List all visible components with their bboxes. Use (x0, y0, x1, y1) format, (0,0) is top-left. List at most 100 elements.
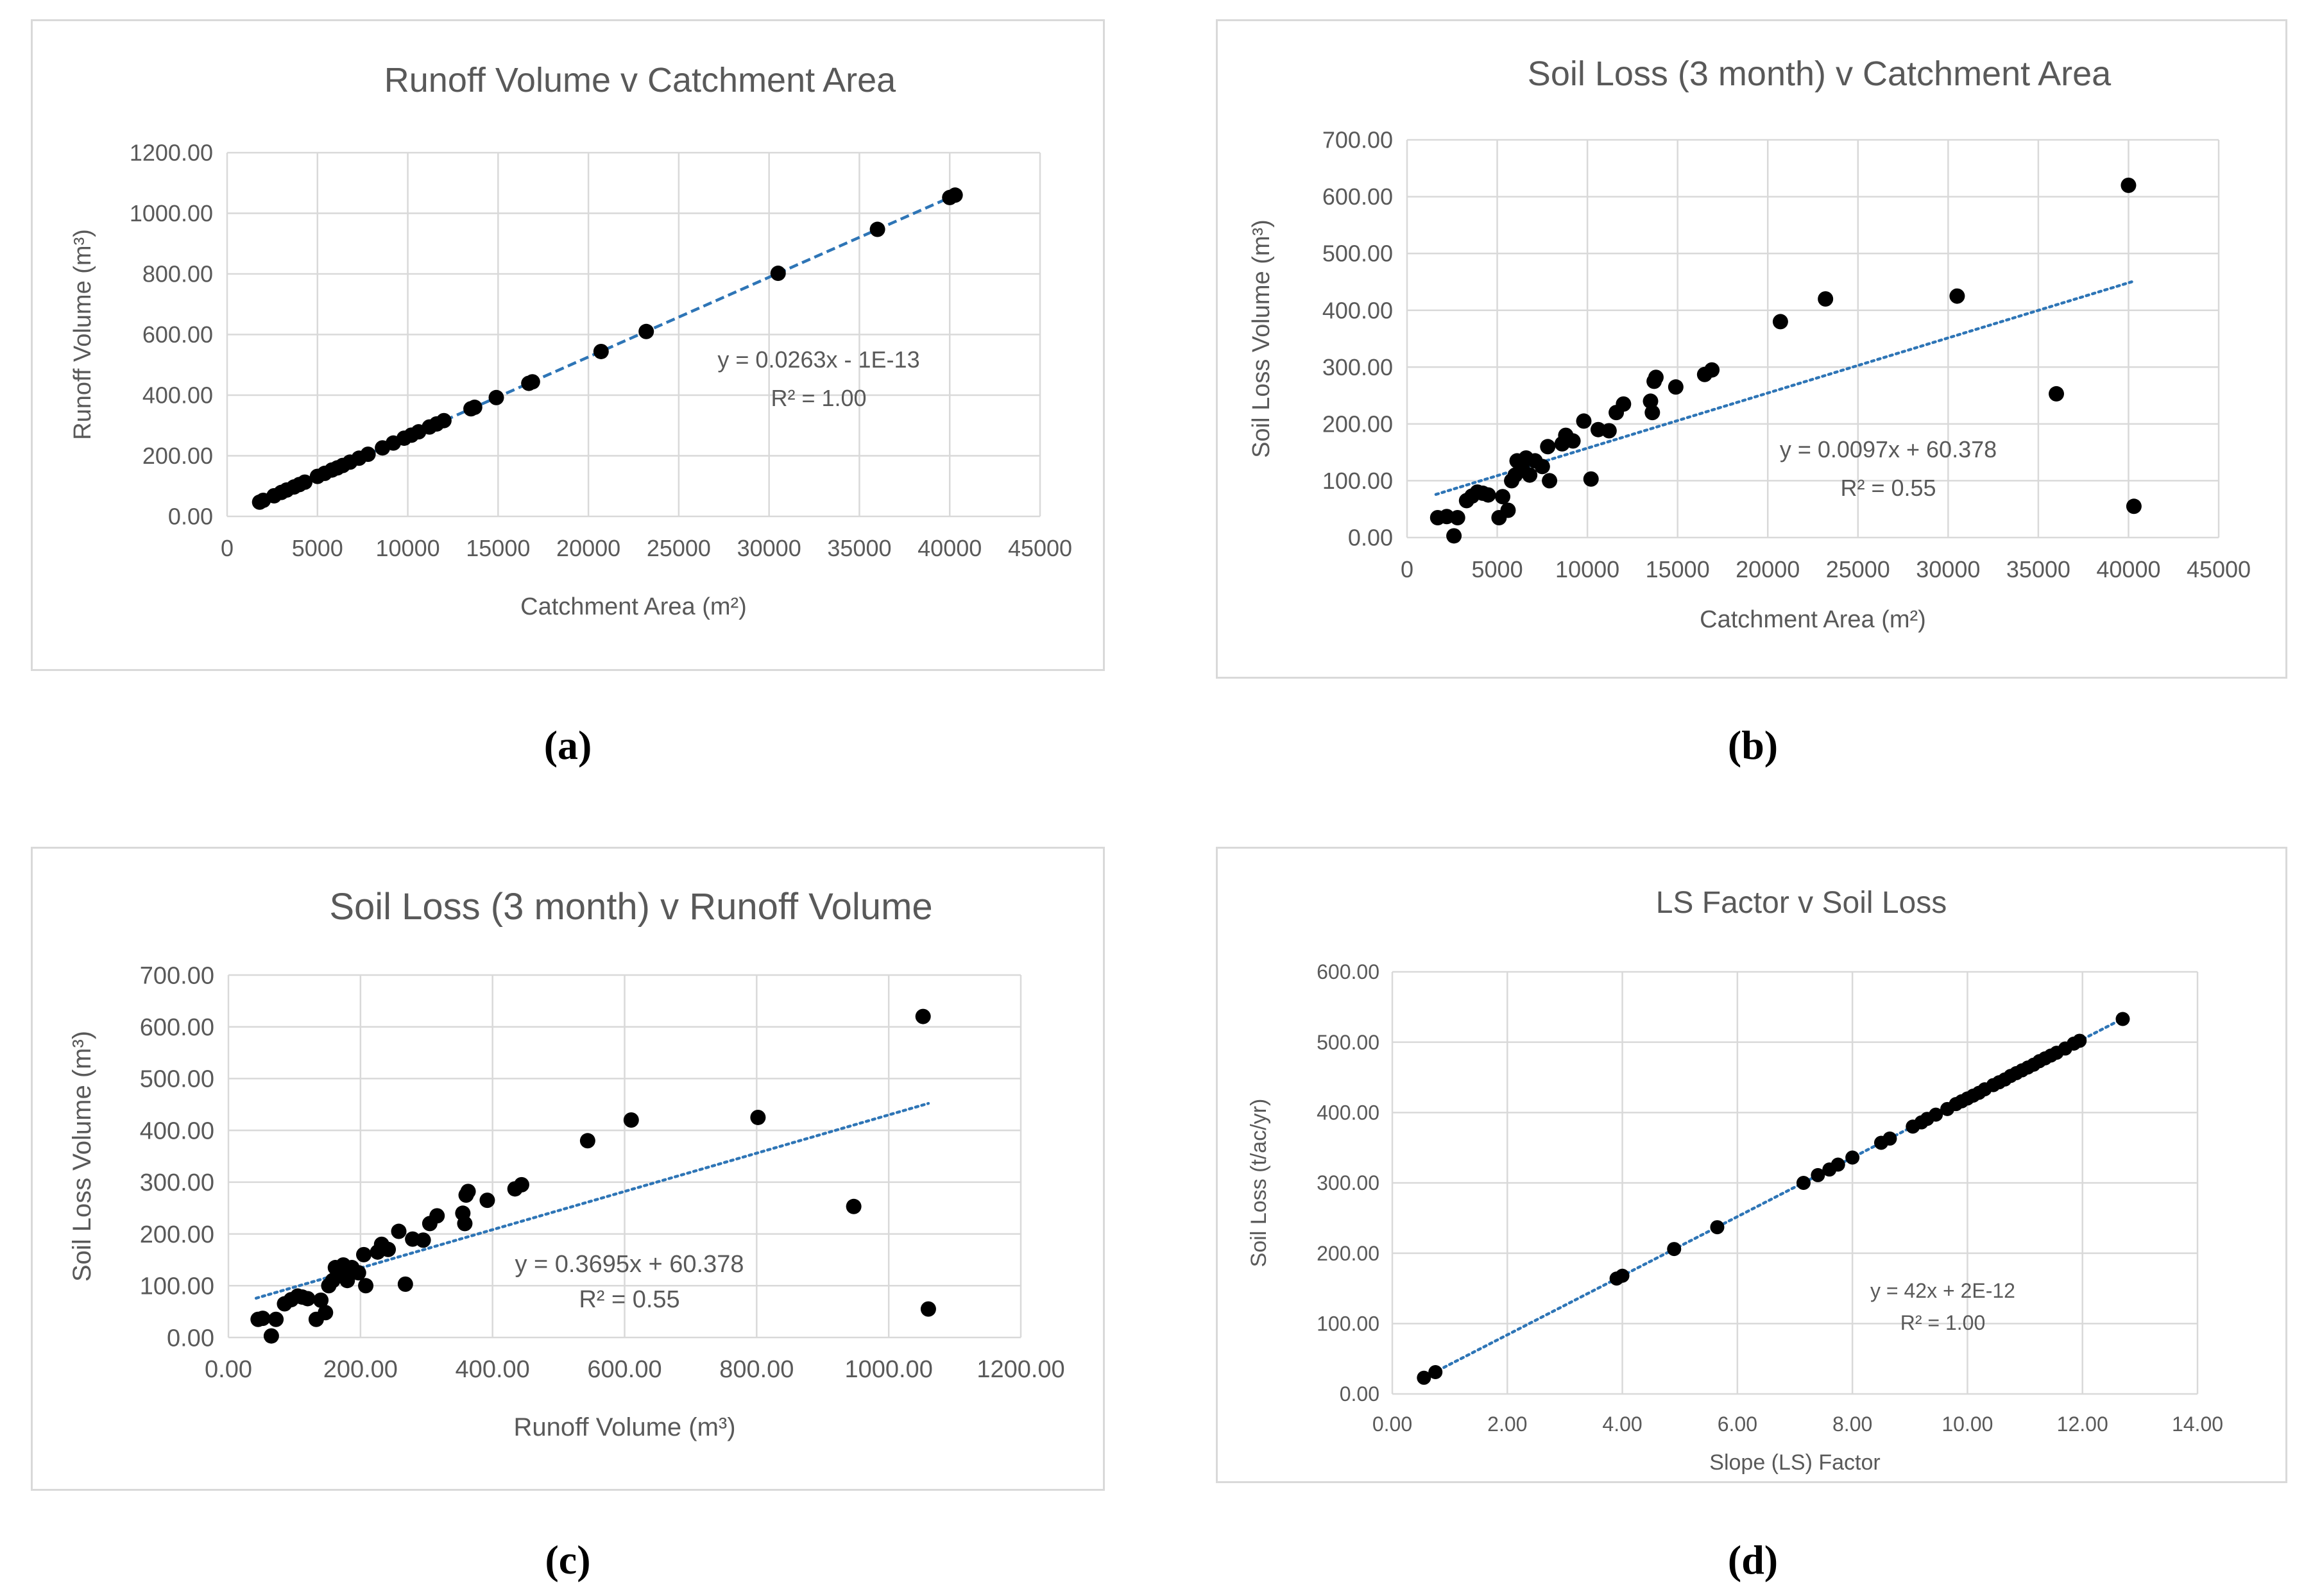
y-tick-label: 100.00 (1317, 1312, 1379, 1336)
data-point (770, 266, 786, 282)
data-point (1522, 467, 1538, 483)
r-squared-label: R² = 0.55 (579, 1286, 679, 1313)
data-point (1796, 1176, 1811, 1190)
data-point (2121, 177, 2137, 193)
y-tick-label: 700.00 (1322, 127, 1393, 153)
chart-a-svg: 0 5000 10000 15000 20000 25000 30000 35000 40000… (69, 61, 1072, 620)
data-point (2115, 1012, 2130, 1026)
x-tick-label: 0.00 (205, 1356, 252, 1383)
data-point (1831, 1157, 1845, 1172)
data-point (1710, 1220, 1725, 1235)
data-point (339, 1273, 355, 1289)
x-axis-label: Catchment Area (m²) (1700, 606, 1926, 633)
x-tick-label: 0.00 (1372, 1413, 1412, 1436)
x-axis-label: Catchment Area (m²) (520, 593, 747, 620)
data-point (488, 389, 504, 405)
x-tick-label: 5000 (292, 535, 343, 561)
chart-panel-b: 0 5000 10000 15000 20000 25000 30000 35000 40000… (1216, 19, 2287, 679)
y-tick-label: 700.00 (140, 962, 214, 989)
data-point (1616, 396, 1632, 412)
trendline-equation: y = 0.0097x + 60.378 (1780, 436, 1997, 463)
y-tick-label: 800.00 (142, 261, 213, 287)
y-axis-label: Soil Loss Volume (m³) (68, 1031, 96, 1282)
data-point (355, 1246, 371, 1262)
data-point (1500, 502, 1516, 518)
x-tick-label: 45000 (1008, 535, 1072, 561)
x-tick-label: 5000 (1472, 556, 1523, 582)
chart-panel-d: 0.00 2.00 4.00 6.00 8.00 10.00 12.00 14.00 0.00 1… (1216, 847, 2287, 1483)
data-point (1929, 1107, 1943, 1122)
x-tick-label: 35000 (827, 535, 891, 561)
y-tick-label: 200.00 (140, 1221, 214, 1248)
y-tick-label: 200.00 (1322, 411, 1393, 437)
y-tick-label: 600.00 (142, 321, 213, 348)
x-axis-label: Slope (LS) Factor (1709, 1450, 1880, 1475)
x-tick-label: 14.00 (2172, 1413, 2223, 1436)
data-point (1811, 1167, 1825, 1182)
data-point (1772, 314, 1788, 330)
y-tick-label: 1000.00 (130, 200, 213, 226)
data-point (297, 474, 313, 490)
data-point (1480, 487, 1496, 503)
x-tick-label: 1000.00 (844, 1356, 932, 1383)
data-point (1644, 405, 1660, 421)
y-axis-label: Soil Loss (t/ac/yr) (1247, 1099, 1271, 1268)
x-tick-label: 200.00 (323, 1356, 398, 1383)
data-point (2072, 1033, 2087, 1048)
data-point (1667, 1242, 1682, 1257)
data-point (2049, 386, 2064, 402)
chart-b-svg: 0 5000 10000 15000 20000 25000 30000 35000 40000… (1248, 55, 2251, 633)
x-tick-label: 10000 (376, 535, 440, 561)
data-point (1494, 489, 1510, 505)
data-point (360, 446, 376, 463)
data-point (318, 1305, 334, 1321)
y-tick-label: 300.00 (140, 1169, 214, 1196)
x-tick-label: 2.00 (1487, 1413, 1527, 1436)
caption-c: (c) (545, 1537, 591, 1583)
x-tick-label: 15000 (1646, 556, 1710, 582)
y-tick-label: 400.00 (142, 382, 213, 409)
x-tick-label: 35000 (2006, 556, 2070, 582)
data-point (1449, 510, 1465, 525)
x-tick-label: 1200.00 (977, 1356, 1064, 1383)
x-tick-label: 20000 (556, 535, 620, 561)
data-point (479, 1193, 495, 1209)
y-tick-label: 300.00 (1317, 1171, 1379, 1194)
data-point (300, 1291, 316, 1307)
y-tick-label: 600.00 (140, 1014, 214, 1041)
data-point (1446, 528, 1462, 544)
data-point (1565, 433, 1581, 449)
y-axis-label: Runoff Volume (m³) (69, 229, 96, 440)
chart-title: Soil Loss (3 month) v Catchment Area (1528, 55, 2112, 93)
y-tick-label: 300.00 (1322, 354, 1393, 380)
y-tick-label: 0.00 (1348, 525, 1393, 551)
data-point (313, 1292, 329, 1308)
data-point (1576, 413, 1592, 429)
caption-b: (b) (1727, 722, 1779, 768)
data-point (513, 1176, 529, 1193)
data-point (263, 1328, 279, 1344)
data-point (1668, 379, 1684, 395)
y-tick-label: 1200.00 (130, 140, 213, 166)
data-point (1818, 291, 1834, 307)
y-tick-label: 200.00 (1317, 1242, 1379, 1265)
data-point (1417, 1370, 1431, 1385)
data-point (1845, 1150, 1860, 1165)
data-point (268, 1311, 284, 1327)
data-point (2126, 498, 2142, 514)
data-point (1542, 473, 1558, 489)
data-point (358, 1278, 374, 1294)
x-tick-label: 25000 (647, 535, 711, 561)
data-point (1704, 362, 1720, 378)
data-point (429, 1208, 445, 1224)
data-point (846, 1198, 862, 1214)
x-tick-label: 15000 (466, 535, 530, 561)
data-point (750, 1109, 766, 1125)
chart-title: Runoff Volume v Catchment Area (384, 61, 896, 99)
y-tick-label: 100.00 (1322, 468, 1393, 494)
caption-a: (a) (543, 722, 592, 768)
x-tick-label: 8.00 (1832, 1413, 1872, 1436)
y-tick-label: 0.00 (167, 1325, 214, 1352)
x-tick-label: 600.00 (587, 1356, 661, 1383)
data-point (466, 399, 482, 415)
